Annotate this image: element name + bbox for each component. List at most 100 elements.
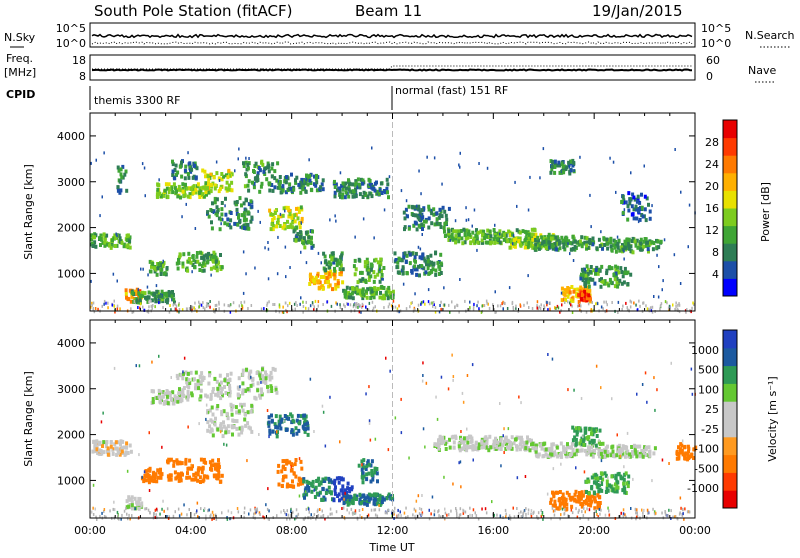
noise-cell bbox=[166, 507, 169, 511]
data-cell bbox=[123, 172, 127, 177]
data-cell bbox=[655, 245, 659, 250]
scatter-cell bbox=[368, 421, 371, 425]
data-cell bbox=[165, 293, 169, 298]
scatter-cell bbox=[265, 503, 267, 507]
data-cell bbox=[267, 169, 271, 174]
noise-cell bbox=[398, 310, 400, 314]
noise-cell bbox=[142, 305, 144, 309]
data-cell bbox=[621, 194, 625, 199]
data-cell bbox=[588, 426, 592, 431]
data-cell bbox=[469, 445, 473, 450]
scatter-cell bbox=[580, 397, 583, 400]
scatter-cell bbox=[234, 169, 236, 173]
data-cell bbox=[242, 161, 245, 166]
data-cell bbox=[587, 284, 591, 289]
noise-cell bbox=[305, 300, 307, 304]
colorbar-swatch bbox=[723, 419, 737, 438]
data-cell bbox=[117, 168, 121, 173]
noise-cell bbox=[284, 511, 286, 515]
noise-cell bbox=[290, 508, 292, 512]
data-cell bbox=[370, 194, 374, 199]
data-cell bbox=[176, 376, 180, 381]
noise-cell bbox=[130, 307, 132, 311]
data-cell bbox=[154, 267, 158, 272]
data-cell bbox=[177, 184, 181, 189]
data-cell bbox=[382, 266, 386, 270]
data-cell bbox=[387, 288, 391, 293]
noise-cell bbox=[205, 514, 207, 518]
scatter-cell bbox=[389, 369, 391, 373]
data-cell bbox=[173, 394, 177, 399]
data-cell bbox=[605, 241, 609, 246]
scatter-cell bbox=[277, 235, 279, 239]
data-cell bbox=[196, 182, 200, 187]
data-cell bbox=[435, 217, 439, 222]
data-cell bbox=[529, 236, 533, 241]
data-cell bbox=[321, 477, 325, 482]
data-cell bbox=[609, 453, 613, 458]
data-cell bbox=[519, 243, 523, 248]
scatter-cell bbox=[641, 383, 644, 386]
data-cell bbox=[219, 422, 223, 427]
colorbar-swatch bbox=[723, 401, 737, 420]
noise-cell bbox=[504, 302, 506, 305]
data-cell bbox=[235, 410, 239, 415]
noise-cell bbox=[504, 508, 507, 512]
noise-cell bbox=[371, 300, 374, 304]
data-cell bbox=[557, 241, 561, 246]
noise-cell bbox=[571, 511, 574, 515]
data-cell bbox=[309, 181, 313, 185]
data-cell bbox=[206, 428, 210, 433]
data-cell bbox=[420, 222, 424, 227]
noise-cell bbox=[642, 301, 644, 305]
noise-cell bbox=[635, 515, 638, 519]
noise-cell bbox=[200, 507, 202, 511]
data-cell bbox=[369, 479, 373, 484]
data-cell bbox=[542, 454, 546, 458]
data-cell bbox=[438, 222, 442, 226]
data-cell bbox=[604, 490, 608, 494]
data-cell bbox=[376, 189, 380, 194]
data-cell bbox=[429, 253, 433, 258]
nsky-label: N.Sky bbox=[4, 31, 36, 44]
data-cell bbox=[515, 228, 519, 233]
data-cell bbox=[188, 195, 192, 200]
data-cell bbox=[626, 449, 630, 454]
data-cell bbox=[572, 161, 576, 165]
data-cell bbox=[290, 188, 294, 193]
data-cell bbox=[321, 487, 325, 492]
scatter-cell bbox=[653, 295, 655, 298]
noise-cell bbox=[420, 301, 423, 305]
data-cell bbox=[476, 240, 480, 245]
data-cell bbox=[157, 183, 161, 188]
data-cell bbox=[124, 169, 128, 174]
data-cell bbox=[336, 284, 340, 289]
data-cell bbox=[555, 247, 558, 252]
data-cell bbox=[290, 215, 294, 220]
noise-cell bbox=[438, 514, 440, 518]
data-cell bbox=[340, 269, 343, 274]
data-cell bbox=[417, 264, 420, 269]
data-cell bbox=[385, 186, 389, 191]
data-cell bbox=[147, 290, 151, 295]
noise-cell bbox=[214, 310, 216, 314]
data-cell bbox=[462, 440, 466, 445]
noise-cell bbox=[600, 508, 602, 512]
noise-cell bbox=[348, 511, 350, 515]
data-cell bbox=[595, 445, 599, 450]
data-cell bbox=[571, 246, 575, 251]
scatter-cell bbox=[433, 156, 436, 160]
noise-cell bbox=[355, 305, 357, 309]
scatter-cell bbox=[592, 453, 594, 457]
data-cell bbox=[694, 445, 698, 450]
noise-cell bbox=[252, 515, 255, 519]
data-cell bbox=[159, 467, 162, 472]
data-cell bbox=[596, 505, 600, 510]
data-cell bbox=[457, 235, 461, 240]
noise-cell bbox=[675, 304, 677, 308]
noise-cell bbox=[317, 513, 320, 517]
data-cell bbox=[629, 197, 633, 202]
noise-cell bbox=[218, 300, 220, 304]
data-cell bbox=[211, 463, 215, 468]
data-cell bbox=[274, 387, 278, 392]
